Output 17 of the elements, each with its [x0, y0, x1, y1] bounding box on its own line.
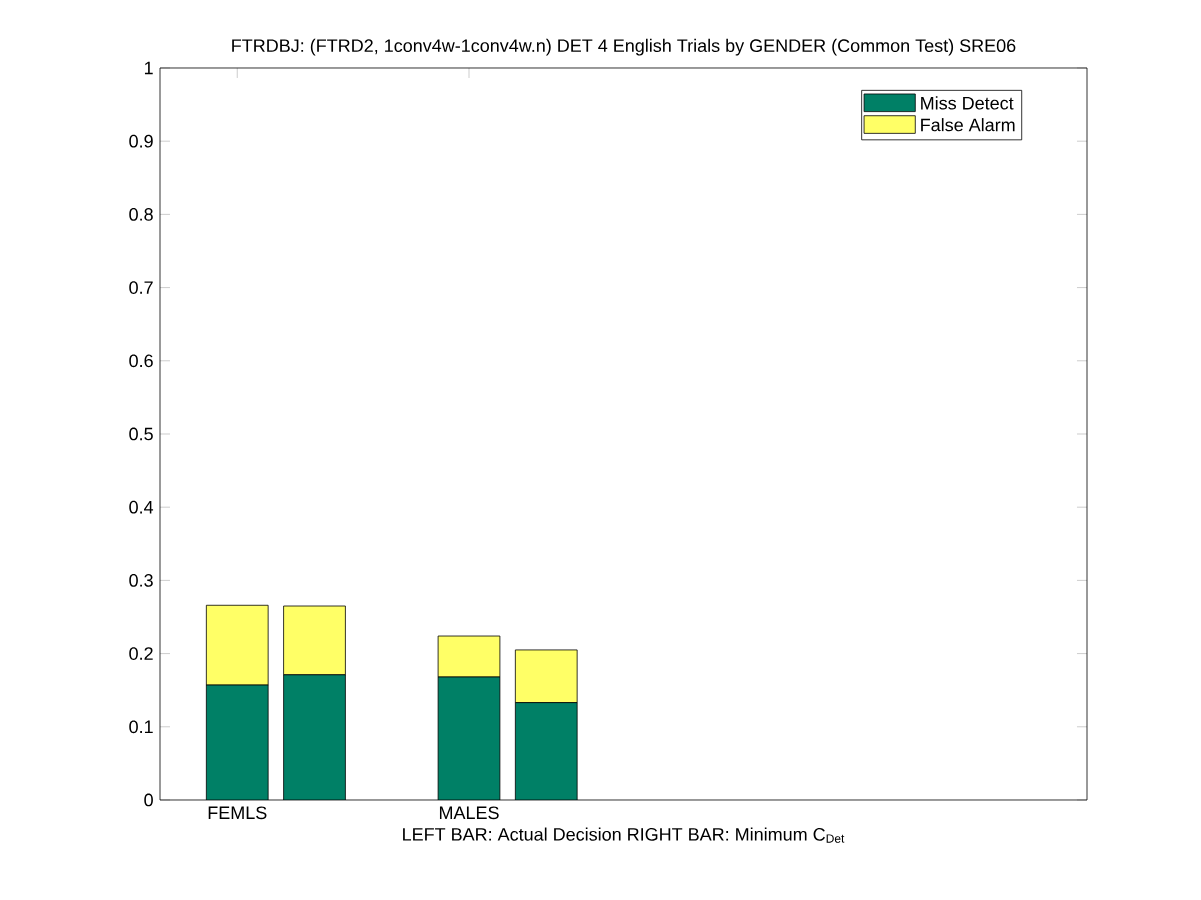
y-tick-label: 0.6: [129, 354, 153, 368]
y-tick-label: 0.4: [129, 500, 154, 514]
legend-label: False Alarm: [921, 118, 1015, 132]
y-tick-label: 0.3: [129, 574, 153, 587]
y-tick-label: 0.2: [129, 647, 153, 660]
x-axis-title: LEFT BAR: Actual Decision RIGHT BAR: Minimum C$_{Det}$: [403, 827, 845, 843]
chart-title: FTRDBJ: (FTRD2, 1conv4w-1conv4w.n) DET 4 English Trials by GENDER (Common Test) SRE06: [232, 38, 1016, 56]
y-tick-label: 1: [144, 61, 153, 75]
y-tick-label: 0.9: [129, 134, 153, 148]
y-tick-label: 0.8: [129, 208, 153, 221]
y-tick-label: 0.1: [129, 720, 153, 734]
y-tick-label: 0.5: [129, 427, 153, 441]
y-tick-label: 0: [144, 793, 153, 807]
legend-label: Miss Detect: [921, 96, 1014, 110]
x-tick-label: FEMLS: [208, 806, 267, 820]
x-tick-label: MALES: [439, 806, 499, 820]
y-tick-label: 0.7: [129, 281, 153, 294]
